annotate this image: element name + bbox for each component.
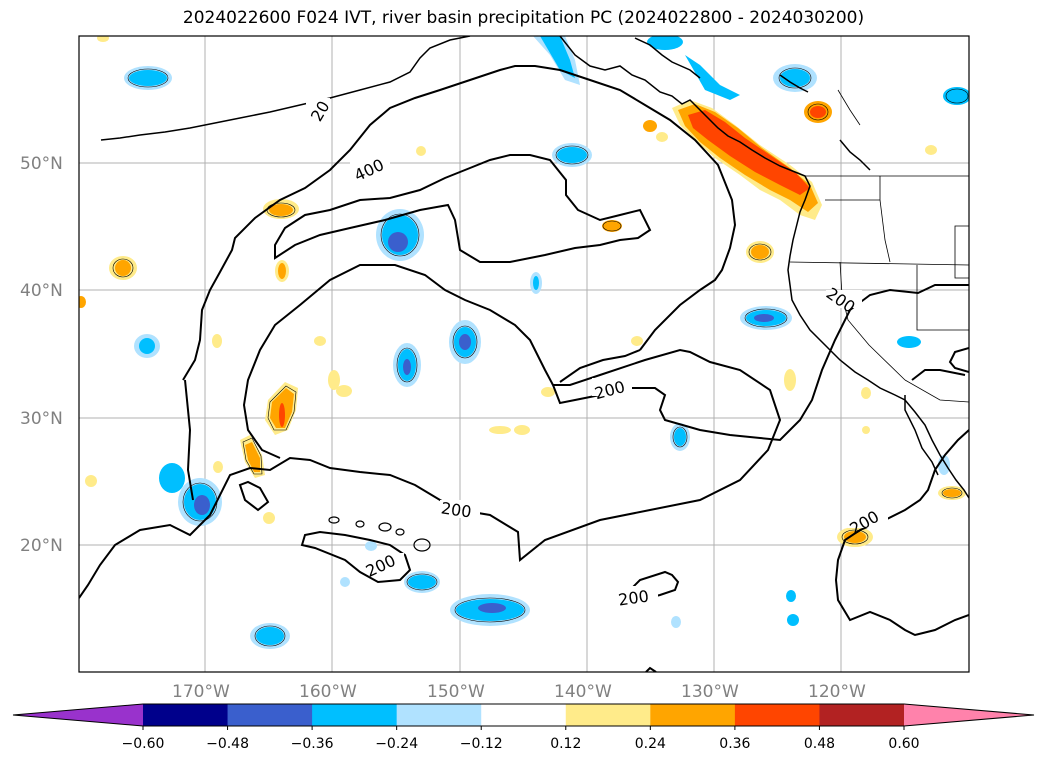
contour-label-200: 200 [440, 498, 473, 521]
colorbar-tick-label: −0.36 [291, 736, 334, 752]
map-frame [78, 35, 970, 673]
contour-label-200: 200 [617, 586, 650, 609]
colorbar-tick-label: −0.60 [122, 736, 165, 752]
colorbar: −0.60 −0.48 −0.36 −0.24 −0.12 0.12 0.24 0.36 0.4… [12, 703, 1035, 752]
lat-label-30n: 30°N [20, 409, 63, 429]
political-borders [789, 36, 969, 672]
colorbar-extend-max [904, 704, 1034, 726]
colorbar-segment [227, 704, 313, 726]
colorbar-segment [312, 704, 398, 726]
colorbar-segment [565, 704, 651, 726]
lat-label-50n: 50°N [20, 154, 63, 174]
colorbar-segment [819, 704, 905, 726]
precip-thin-contours [112, 67, 969, 647]
coastlines [100, 36, 969, 499]
latitude-labels: 20°N 30°N 40°N 50°N [20, 154, 63, 556]
colorbar-tick-label: 0.36 [719, 736, 750, 752]
colorbar-tick-label: 0.12 [550, 736, 581, 752]
colorbar-segment [396, 704, 482, 726]
lon-label-130w: 130°W [681, 682, 739, 702]
ivt-contours [79, 65, 969, 672]
contour-labels: 400 200 200 200 200 200 200 20 [306, 98, 888, 610]
map-background [79, 36, 969, 672]
colorbar-tick-label: −0.24 [375, 736, 418, 752]
colorbar-tick-label: −0.48 [206, 736, 249, 752]
colorbar-tick-label: 0.60 [888, 736, 919, 752]
lon-label-120w: 120°W [808, 682, 866, 702]
colorbar-tick-label: −0.12 [460, 736, 503, 752]
lon-label-160w: 160°W [299, 682, 357, 702]
colorbar-tick-label: 0.24 [635, 736, 666, 752]
lon-label-140w: 140°W [554, 682, 612, 702]
colorbar-tick-label: 0.48 [804, 736, 835, 752]
colorbar-segment [481, 704, 567, 726]
lat-label-20n: 20°N [20, 536, 63, 556]
lon-label-170w: 170°W [172, 682, 230, 702]
colorbar-extend-min [13, 704, 143, 726]
lon-label-150w: 150°W [427, 682, 485, 702]
colorbar-segment [650, 704, 736, 726]
lat-label-40n: 40°N [20, 281, 63, 301]
longitude-labels: 170°W 160°W 150°W 140°W 130°W 120°W [172, 682, 866, 702]
hawaiian-islands [328, 516, 431, 552]
colorbar-segment [143, 704, 229, 726]
colorbar-segment [734, 704, 820, 726]
map-title: 2024022600 F024 IVT, river basin precipi… [182, 8, 865, 28]
